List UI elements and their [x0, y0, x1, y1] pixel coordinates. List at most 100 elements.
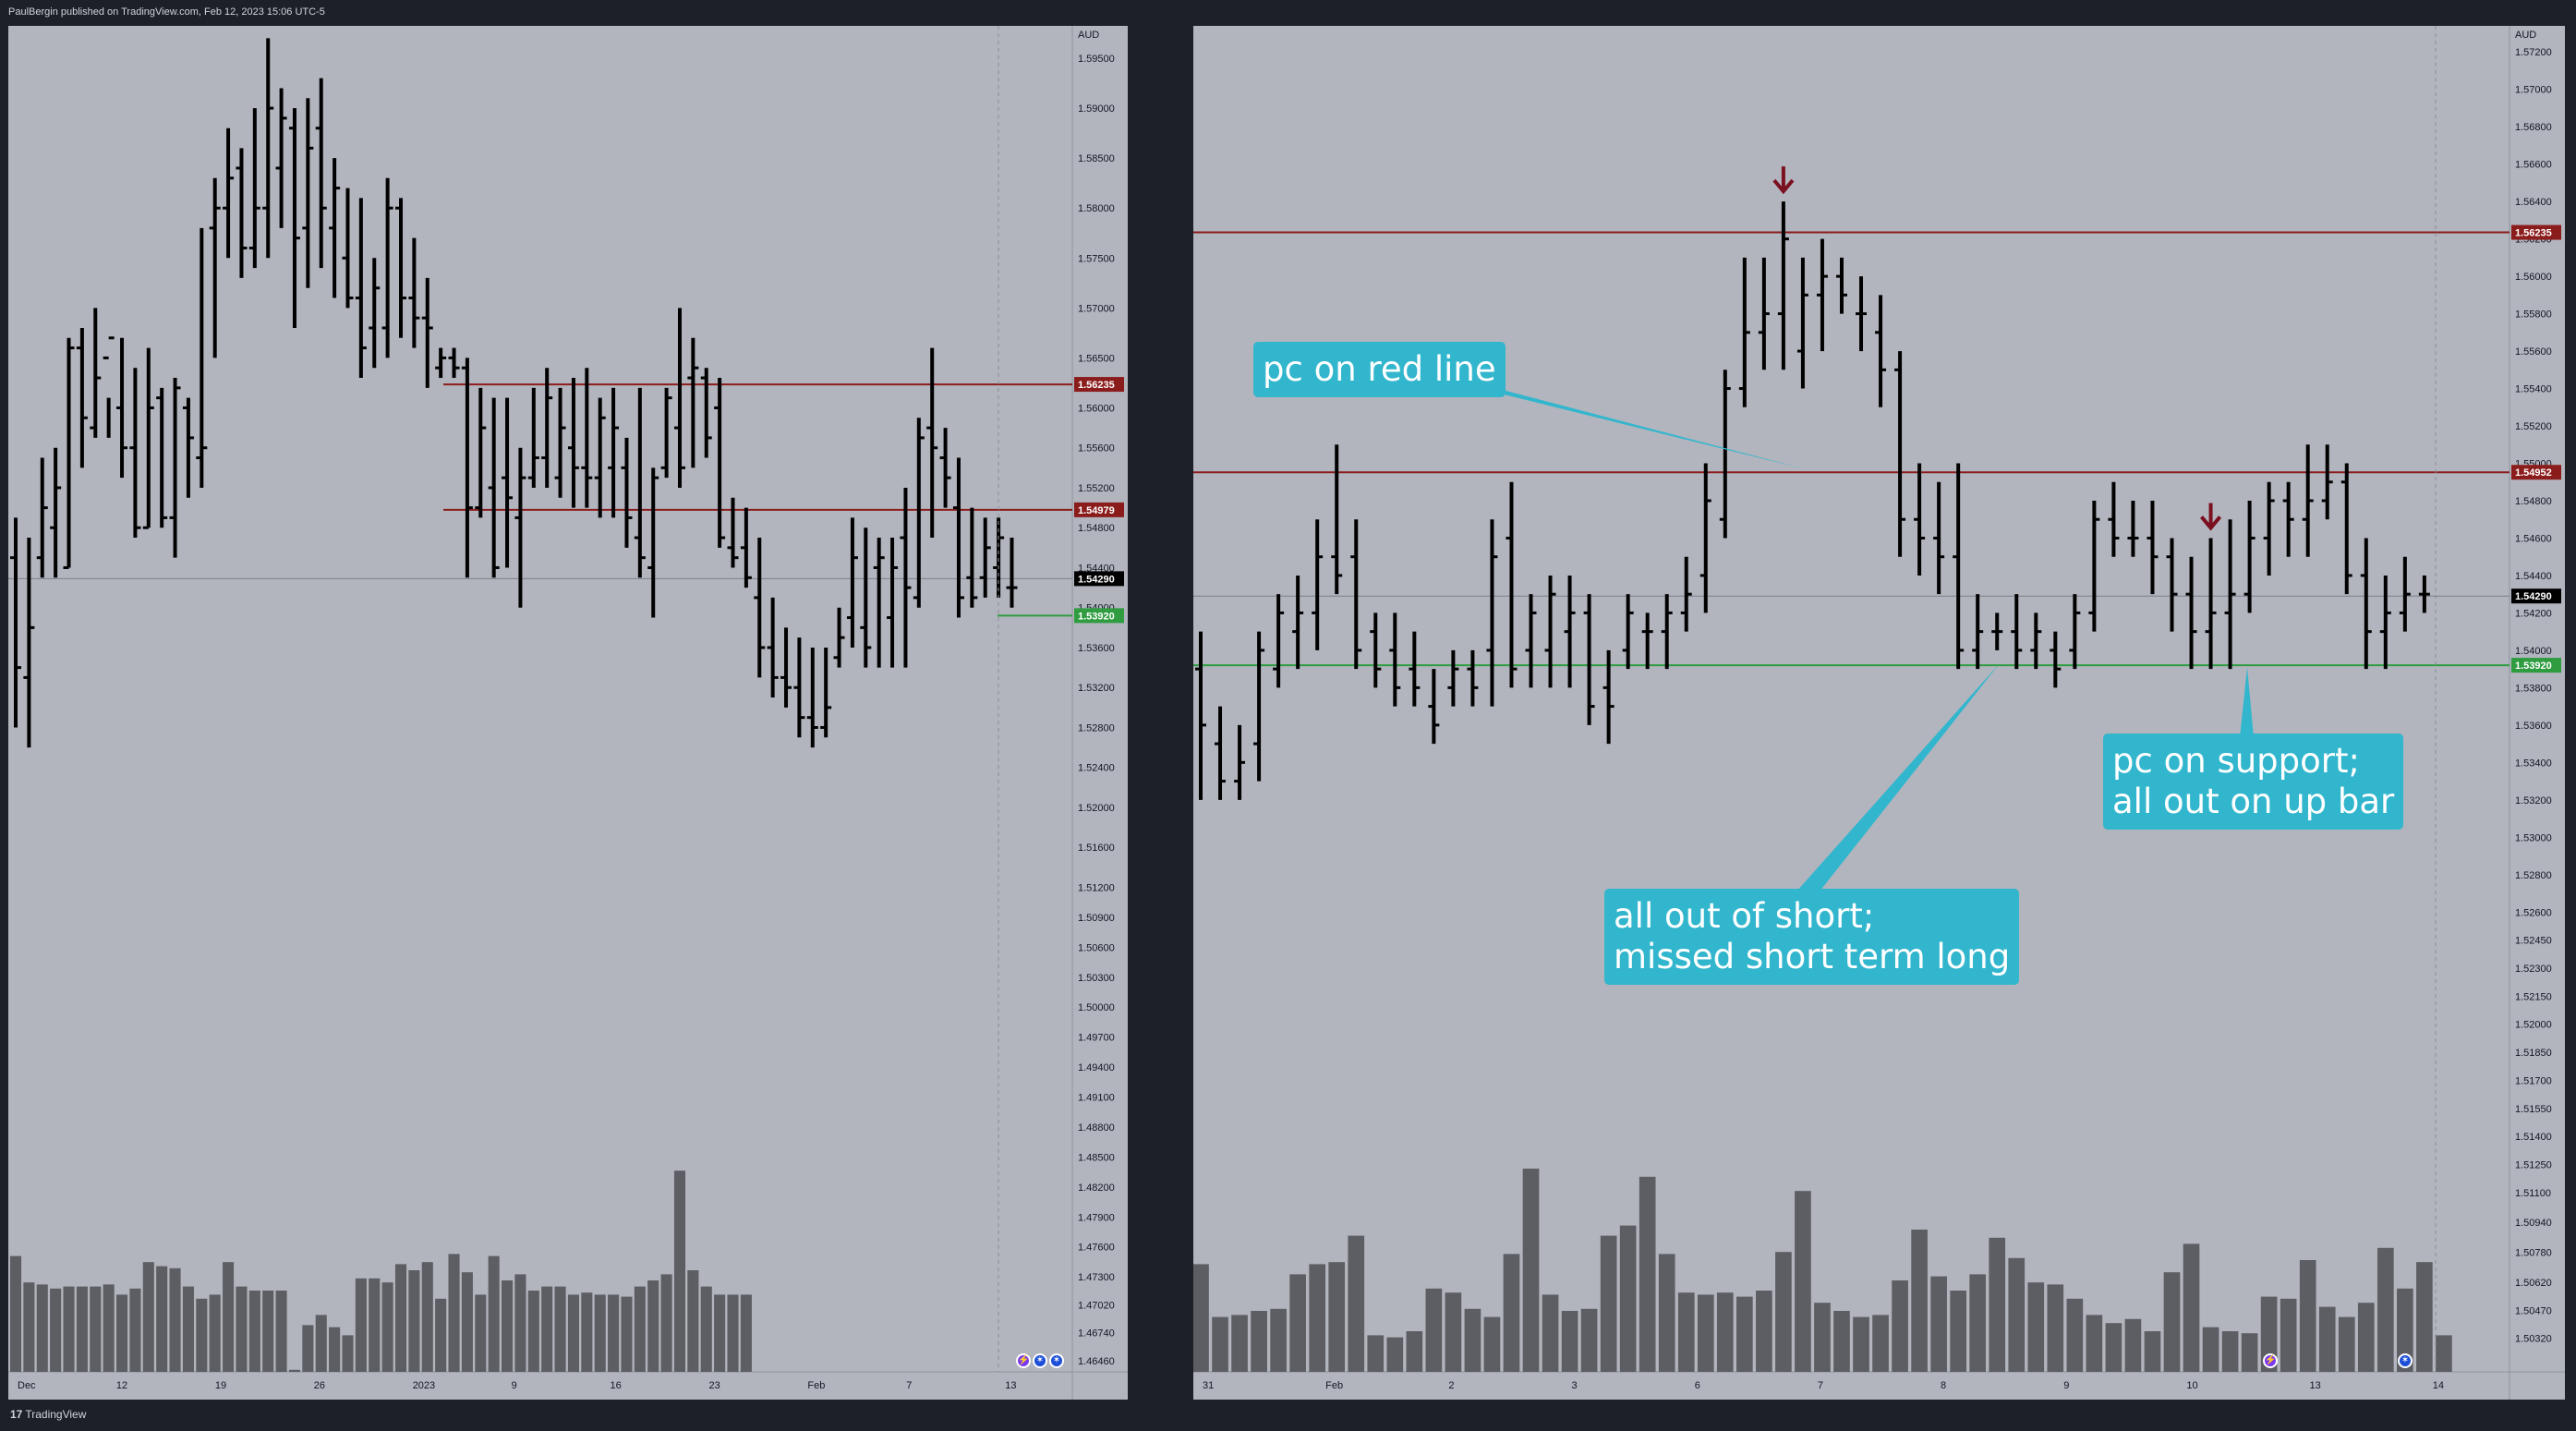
volume-bar — [1309, 1264, 1326, 1372]
currency-label: AUD — [2515, 30, 2536, 41]
price-tick-label: 1.46740 — [1078, 1328, 1115, 1340]
volume-bar — [2221, 1331, 2239, 1372]
volume-bar — [288, 1369, 301, 1372]
price-level-tag — [2511, 658, 2561, 673]
publisher-line: PaulBergin published on TradingView.com,… — [8, 6, 325, 18]
volume-bar — [1911, 1230, 1928, 1372]
price-tick-label: 1.52150 — [2515, 991, 2552, 1002]
price-tick-label: 1.51600 — [1078, 843, 1115, 854]
volume-bar — [1795, 1191, 1811, 1372]
price-tick-label: 1.48800 — [1078, 1122, 1115, 1134]
australia-flag-icon[interactable]: ✶ — [1049, 1353, 1064, 1368]
time-tick-label: 3 — [1572, 1380, 1578, 1391]
price-level-tag — [1074, 502, 1124, 517]
price-tick-label: 1.52000 — [1078, 803, 1115, 814]
lightning-event-icon[interactable]: ⚡ — [2263, 1353, 2278, 1368]
tradingview-logo[interactable]: 17 TradingView — [10, 1408, 86, 1421]
price-tick-label: 1.52300 — [2515, 964, 2552, 975]
volume-bar — [1367, 1335, 1385, 1372]
volume-bar — [142, 1262, 154, 1372]
price-tick-label: 1.53600 — [1078, 643, 1115, 654]
volume-bar — [236, 1286, 248, 1372]
publish-header: PaulBergin published on TradingView.com,… — [0, 0, 2576, 26]
price-tick-label: 1.58500 — [1078, 153, 1115, 164]
volume-bar — [1445, 1292, 1462, 1372]
price-level-tag-label: 1.53920 — [1078, 611, 1115, 622]
last-price-tag-label: 1.54290 — [1078, 574, 1115, 585]
price-tick-label: 1.55200 — [1078, 483, 1115, 494]
volume-bar — [408, 1270, 420, 1372]
time-tick-label: 2023 — [413, 1380, 435, 1391]
price-tick-label: 1.58000 — [1078, 203, 1115, 214]
volume-bar — [1892, 1280, 1908, 1372]
volume-bar — [608, 1294, 620, 1372]
price-tick-label: 1.53800 — [2515, 683, 2552, 694]
volume-bar — [488, 1255, 500, 1372]
volume-bar — [1561, 1311, 1578, 1372]
volume-bar — [36, 1284, 48, 1372]
volume-bar — [541, 1286, 553, 1372]
volume-bar — [700, 1286, 712, 1372]
volume-bar — [2124, 1318, 2142, 1372]
australia-flag-icon[interactable]: ✶ — [1033, 1353, 1047, 1368]
time-tick-label: 23 — [708, 1380, 720, 1391]
volume-bar — [1872, 1315, 1889, 1372]
volume-bar — [50, 1288, 62, 1372]
price-tick-label: 1.47600 — [1078, 1243, 1115, 1254]
price-tick-label: 1.53000 — [2515, 832, 2552, 843]
volume-bar — [1619, 1225, 1637, 1372]
time-tick-label: Dec — [18, 1380, 36, 1391]
price-tick-label: 1.48200 — [1078, 1182, 1115, 1194]
volume-bar — [315, 1315, 327, 1372]
price-tick-label: 1.55400 — [2515, 384, 2552, 395]
volume-bar — [1930, 1276, 1947, 1372]
volume-bar — [248, 1291, 260, 1372]
price-level-tag-label: 1.54952 — [2515, 467, 2552, 479]
price-tick-label: 1.55800 — [2515, 309, 2552, 321]
left-chart-pane[interactable]: AUD 1.59500 1.59000 1.58500 1.58000 1.57500 1.… — [8, 26, 1128, 1400]
volume-bar — [1736, 1296, 1753, 1372]
volume-bar — [2338, 1316, 2355, 1372]
time-tick-label: 8 — [1941, 1380, 1946, 1391]
volume-bar — [169, 1267, 181, 1372]
time-tick-label: 13 — [1005, 1380, 1016, 1391]
volume-bar — [1193, 1264, 1209, 1372]
volume-bar — [1270, 1308, 1287, 1372]
volume-bar — [156, 1266, 168, 1372]
volume-bar — [2397, 1288, 2413, 1372]
currency-label: AUD — [1078, 30, 1099, 41]
volume-bar — [714, 1294, 726, 1372]
time-tick-label: 7 — [906, 1380, 912, 1391]
price-level-tag-label: 1.56235 — [2515, 228, 2552, 239]
time-tick-label: 2 — [1448, 1380, 1454, 1391]
time-tick-label: 12 — [116, 1380, 127, 1391]
price-tick-label: 1.50940 — [2515, 1218, 2552, 1229]
volume-bar — [1348, 1235, 1365, 1372]
volume-bar — [1542, 1294, 1559, 1372]
price-tick-label: 1.49100 — [1078, 1093, 1115, 1104]
price-tick-label: 1.50620 — [2515, 1278, 2552, 1289]
price-level-tag-label: 1.53920 — [2515, 661, 2552, 672]
volume-bar — [727, 1294, 739, 1372]
australia-flag-icon[interactable]: ✶ — [2398, 1353, 2413, 1368]
volume-bar — [1969, 1274, 1987, 1372]
volume-bar — [421, 1262, 433, 1372]
time-tick-label: 9 — [2063, 1380, 2069, 1391]
time-tick-label: 10 — [2186, 1380, 2197, 1391]
volume-bar — [647, 1280, 659, 1372]
price-tick-label: 1.53200 — [2515, 795, 2552, 806]
volume-bar — [1756, 1291, 1772, 1372]
volume-bar — [2086, 1315, 2103, 1372]
volume-bar — [1814, 1303, 1831, 1372]
volume-bar — [2183, 1243, 2200, 1372]
volume-bar — [1289, 1274, 1306, 1372]
volume-bar — [1775, 1252, 1792, 1372]
volume-bar — [634, 1286, 646, 1372]
volume-bar — [554, 1286, 566, 1372]
right-chart-pane[interactable]: AUD 1.57200 1.57000 1.56800 1.56600 1.56400 1.… — [1193, 26, 2565, 1400]
volume-bar — [302, 1325, 314, 1372]
volume-bar — [103, 1284, 115, 1372]
price-level-tag-label: 1.54979 — [1078, 505, 1115, 516]
lightning-event-icon[interactable]: ⚡ — [1016, 1353, 1031, 1368]
volume-bar — [63, 1286, 75, 1372]
